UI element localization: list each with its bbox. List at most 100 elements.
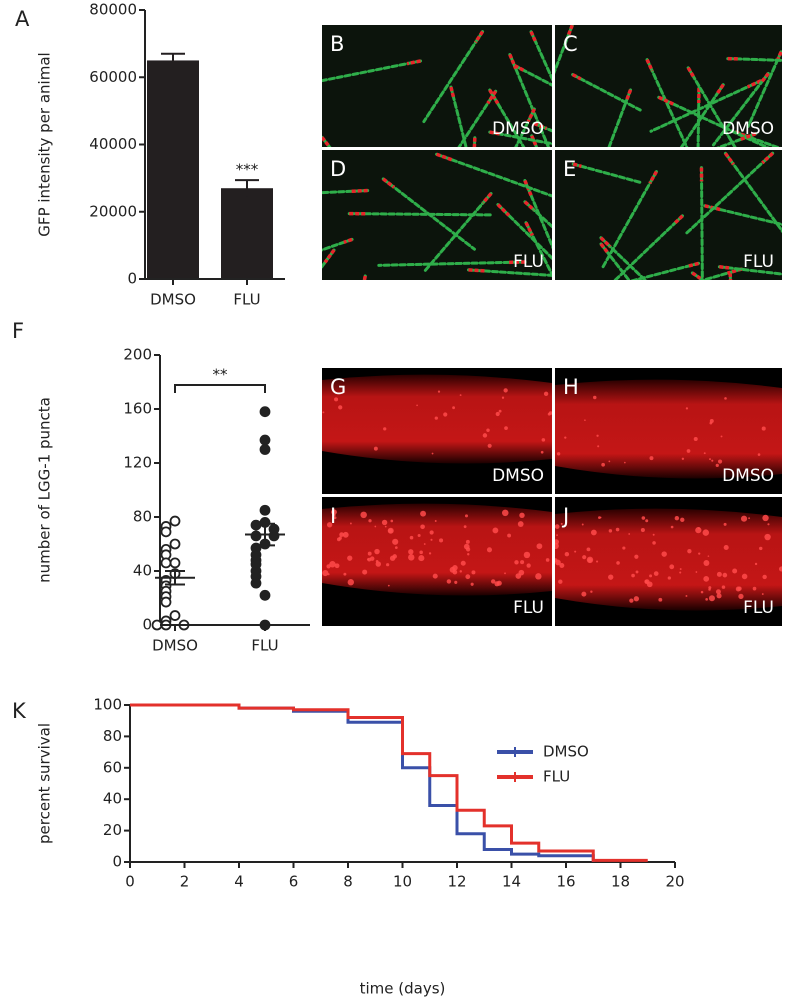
survival-line xyxy=(130,703,595,862)
puncta xyxy=(515,573,522,579)
puncta xyxy=(608,460,611,463)
puncta xyxy=(409,535,414,540)
puncta xyxy=(467,553,470,556)
x-tick-label: 4 xyxy=(234,873,244,891)
data-point xyxy=(250,577,262,589)
tissue xyxy=(555,508,782,611)
x-tick-label: 14 xyxy=(502,873,521,891)
worm xyxy=(599,242,631,280)
puncta xyxy=(423,543,426,545)
puncta xyxy=(459,570,463,573)
data-point xyxy=(169,515,181,527)
puncta xyxy=(697,527,701,530)
data-point xyxy=(259,434,271,446)
worm-head xyxy=(719,265,730,270)
y-axis-label: number of LGG-1 puncta xyxy=(36,397,54,583)
puncta xyxy=(597,445,600,448)
puncta xyxy=(741,573,748,580)
worm xyxy=(698,267,744,280)
y-tick-label: 60000 xyxy=(89,68,137,86)
y-tick-label: 20000 xyxy=(89,202,137,220)
puncta xyxy=(723,522,727,526)
worm xyxy=(599,236,648,280)
puncta xyxy=(556,452,561,456)
micrograph: G DMSO xyxy=(322,368,552,494)
puncta xyxy=(695,571,698,573)
puncta xyxy=(761,593,764,595)
puncta xyxy=(381,519,388,526)
puncta xyxy=(752,586,757,591)
puncta xyxy=(334,397,339,402)
worm-head xyxy=(571,73,582,81)
puncta xyxy=(333,516,337,520)
panel-letter: K xyxy=(12,699,27,723)
x-tick-label: 12 xyxy=(447,873,466,891)
puncta xyxy=(681,457,685,460)
worm-head xyxy=(406,59,421,66)
puncta xyxy=(497,581,500,584)
panel-letter: F xyxy=(12,319,24,343)
puncta xyxy=(339,532,344,537)
data-point xyxy=(259,444,271,455)
y-tick-label: 60 xyxy=(103,758,122,776)
image-panel-label: FLU xyxy=(513,252,544,272)
data-point xyxy=(259,589,271,601)
worm-head xyxy=(435,152,454,162)
y-tick-label: 0 xyxy=(127,270,137,288)
worm-head xyxy=(529,30,538,44)
micrograph: J FLU xyxy=(555,497,782,626)
puncta xyxy=(338,405,343,410)
puncta xyxy=(420,524,425,530)
data-point xyxy=(169,610,181,621)
puncta xyxy=(523,551,531,559)
puncta xyxy=(653,571,659,576)
puncta xyxy=(615,527,620,532)
image-panel-letter: H xyxy=(563,375,579,399)
puncta xyxy=(703,576,710,582)
worm xyxy=(723,151,782,234)
data-point xyxy=(268,530,280,542)
puncta xyxy=(644,579,648,584)
puncta xyxy=(641,516,646,520)
puncta xyxy=(762,574,767,580)
puncta xyxy=(679,571,682,574)
worm-head xyxy=(599,236,612,248)
worm-head xyxy=(468,268,486,273)
worm xyxy=(449,85,468,147)
worm-head xyxy=(489,130,501,136)
puncta xyxy=(674,516,680,521)
x-tick-label: FLU xyxy=(233,291,260,309)
puncta xyxy=(652,541,656,545)
puncta xyxy=(709,418,714,423)
puncta xyxy=(670,525,674,529)
puncta xyxy=(596,434,599,437)
bar xyxy=(221,188,273,279)
micrograph: E FLU xyxy=(555,150,782,280)
worm xyxy=(657,95,770,147)
puncta xyxy=(347,579,354,586)
puncta xyxy=(555,524,560,529)
puncta xyxy=(555,542,559,550)
worm-head xyxy=(523,200,536,212)
puncta xyxy=(342,531,349,538)
x-tick-label: 20 xyxy=(665,873,684,891)
worm xyxy=(629,261,701,280)
puncta xyxy=(601,462,605,467)
significance: ** xyxy=(213,366,229,384)
puncta xyxy=(501,509,509,517)
puncta xyxy=(487,443,492,448)
y-tick-label: 100 xyxy=(93,696,122,714)
y-axis-label: percent survival xyxy=(36,723,54,844)
puncta xyxy=(715,589,721,595)
puncta xyxy=(326,522,333,528)
worm-head xyxy=(343,237,353,244)
puncta xyxy=(586,547,591,552)
puncta xyxy=(394,546,398,549)
puncta xyxy=(686,449,691,453)
puncta xyxy=(446,579,452,584)
puncta xyxy=(388,528,393,534)
puncta xyxy=(536,543,543,550)
puncta xyxy=(608,574,614,580)
puncta xyxy=(582,555,587,560)
